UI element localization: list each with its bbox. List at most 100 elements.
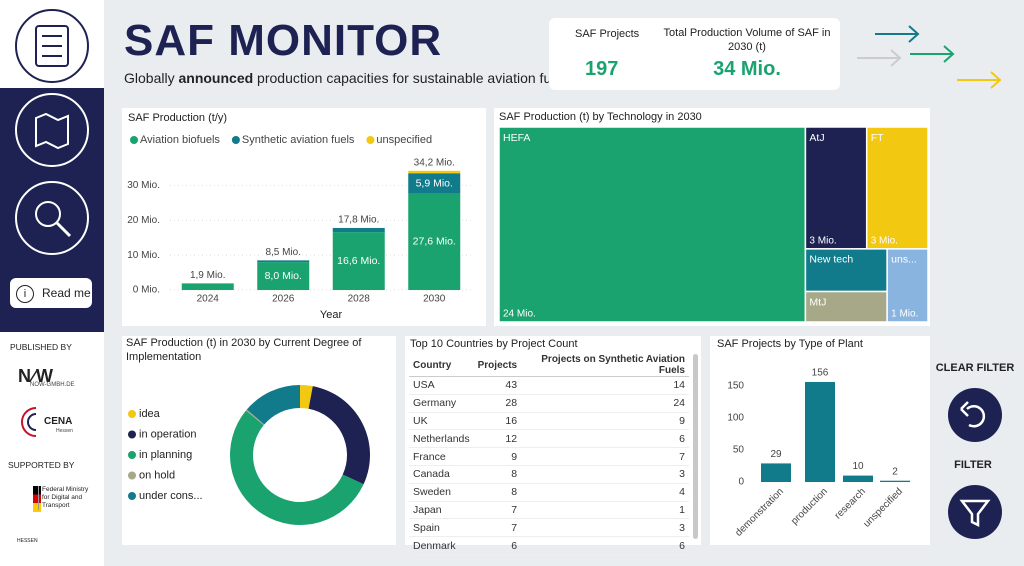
y-tick-label: 100 — [727, 413, 744, 424]
table-row: France 9 7 — [409, 447, 689, 466]
bar — [805, 381, 835, 482]
tile — [804, 290, 888, 323]
kpi-value: 197 — [585, 58, 619, 80]
bar-segment — [332, 227, 385, 233]
table-cell: 9 — [473, 447, 522, 466]
total-label: 34,2 Mio. — [414, 157, 455, 168]
table-cell: 4 — [521, 483, 689, 502]
donut-slice — [308, 386, 370, 485]
logo-icon — [15, 9, 89, 83]
table-cell: 9 — [521, 412, 689, 431]
partners: PUBLISHED BY N∕W NOW-GMBH.DE CENA Hessen… — [0, 332, 104, 566]
x-tick-label: 2030 — [423, 294, 446, 305]
table-cell: 1 — [521, 501, 689, 520]
y-tick-label: 50 — [733, 445, 745, 456]
table-cell: 7 — [473, 518, 522, 538]
flag — [33, 486, 41, 512]
bar — [843, 475, 873, 482]
title-box: SAF Production (t) in 2030 by Current De… — [126, 337, 361, 363]
clear-filter-button[interactable] — [947, 387, 1003, 443]
logo-box — [0, 0, 104, 88]
header-row: Country Projects Projects on Synthetic Avi… — [409, 354, 689, 377]
column-header: Country — [409, 354, 474, 377]
kpi-value: 34 Mio. — [713, 58, 781, 80]
y-tick-label: 30 Mio. — [127, 180, 160, 191]
tile-value: 24 Mio. — [503, 309, 536, 320]
chart-title: SAF Projects by Type of Plant — [717, 338, 863, 350]
legend-label: under cons... — [139, 490, 203, 502]
ministry: Federal Ministry for Digital and Transpo… — [38, 486, 94, 510]
table-cell: UK — [409, 412, 474, 431]
tile-label: FT — [871, 132, 884, 144]
bar-segment — [181, 283, 234, 290]
x-tick-label: production — [789, 486, 830, 527]
read-me-button[interactable]: i Read me — [10, 278, 92, 308]
tile-label: HEFA — [503, 132, 530, 144]
x-tick-label: demonstration — [733, 486, 786, 539]
clear-filter-label: CLEAR FILTER — [935, 362, 1015, 374]
donut-slice — [245, 409, 265, 426]
cena-icon — [21, 407, 37, 437]
table-cell: Sweden — [409, 483, 474, 502]
tile-label: AtJ — [809, 132, 824, 144]
kpi-label: Total Production Volume of SAF in 2030 (… — [663, 27, 831, 53]
data-label: 29 — [770, 449, 782, 460]
total-label: 8,5 Mio. — [265, 247, 301, 258]
tile-label: MtJ — [809, 296, 826, 308]
bar-segment — [408, 170, 461, 174]
panel-production: SAF Production (t/y) Aviation biofuels Syn… — [122, 108, 486, 326]
table-row: Denmark 6 6 — [409, 536, 689, 555]
search-button[interactable] — [15, 181, 89, 255]
table-cell: France — [409, 447, 474, 466]
x-tick-label: unspecified — [861, 486, 905, 530]
tile-value: 3 Mio. — [809, 236, 836, 247]
table-cell: 16 — [473, 412, 522, 431]
data-label: 10 — [852, 461, 864, 472]
legend-label: in operation — [139, 428, 197, 440]
table-row: Netherlands 12 6 — [409, 429, 689, 449]
country-table: Country Projects Projects on Synthetic Avi… — [409, 354, 689, 555]
legend-label: unspecified — [376, 134, 432, 146]
bar — [761, 463, 791, 482]
table-cell: 8 — [473, 465, 522, 484]
scrollbar[interactable] — [693, 354, 698, 539]
table-row: Spain 7 3 — [409, 518, 689, 538]
table-title: Top 10 Countries by Project Count — [410, 338, 578, 350]
legend-dot — [128, 492, 136, 500]
chart-title: SAF Production (t) by Technology in 2030 — [499, 111, 702, 123]
bar-segment — [332, 232, 385, 290]
total-label: 1,9 Mio. — [190, 270, 226, 281]
x-tick-label: 2024 — [197, 294, 220, 305]
table-row: USA 43 14 — [409, 376, 689, 395]
segment-label: 27,6 Mio. — [413, 236, 456, 248]
table-cell: 6 — [521, 429, 689, 449]
segment-label: 5,9 Mio. — [416, 177, 453, 189]
treemap: SAF Production (t) by Technology in 2030… — [498, 111, 929, 323]
supported-by: SUPPORTED BY — [8, 460, 75, 470]
legend-label: on hold — [139, 469, 175, 481]
y-tick-label: 0 — [738, 477, 744, 488]
subtitle-part: production capacities for sustainable av… — [257, 70, 570, 86]
column-header: Projects on Synthetic Aviation Fuels — [521, 354, 689, 377]
segment-label: 8,0 Mio. — [265, 270, 302, 282]
donut-slice — [300, 385, 313, 409]
table-row: Germany 28 24 — [409, 394, 689, 413]
y-tick-label: 0 Mio. — [133, 285, 160, 296]
bar-segment — [408, 173, 461, 194]
map-button[interactable] — [15, 93, 89, 167]
bar-segment — [408, 193, 461, 290]
table-row: UK 16 9 — [409, 412, 689, 431]
panel-countries: Top 10 Countries by Project Count Countr… — [405, 336, 701, 555]
table-cell: USA — [409, 376, 474, 395]
table-cell: 8 — [473, 483, 522, 502]
tile — [804, 248, 888, 293]
tile-value: 1 Mio. — [891, 309, 918, 320]
legend-dot — [128, 451, 136, 459]
hessen: HESSEN — [17, 538, 38, 544]
data-label: 156 — [812, 368, 829, 379]
bar-segment — [257, 262, 310, 290]
column-header: Projects — [473, 354, 522, 377]
segment-label: 16,6 Mio. — [337, 255, 380, 267]
filter-button[interactable] — [947, 484, 1003, 540]
filter-label: FILTER — [954, 459, 992, 471]
